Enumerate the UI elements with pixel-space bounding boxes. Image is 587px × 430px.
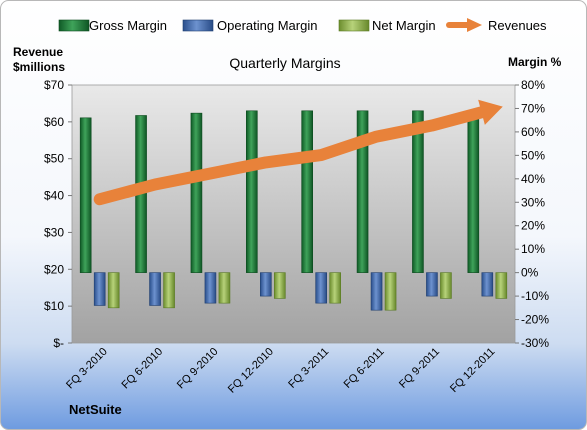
operating-margin-bar bbox=[481, 272, 494, 297]
revenue-arrowhead bbox=[478, 99, 503, 125]
right-tick-label: 20% bbox=[521, 219, 545, 233]
right-tick-label: 10% bbox=[521, 242, 545, 256]
net-margin-bar bbox=[107, 272, 120, 309]
legend-swatch-operating-margin bbox=[182, 19, 214, 32]
legend-label-revenues: Revenues bbox=[488, 18, 547, 33]
left-axis-title-line2: $millions bbox=[13, 60, 65, 74]
net-margin-bar bbox=[440, 272, 452, 299]
right-tick-label: 0% bbox=[521, 266, 539, 280]
operating-margin-bar bbox=[315, 272, 327, 304]
net-margin-bar bbox=[274, 272, 286, 299]
operating-margin-bar bbox=[370, 272, 383, 311]
left-tick-label: $60 bbox=[44, 115, 64, 129]
left-tick-label: $- bbox=[53, 336, 64, 350]
gross-margin-bar bbox=[301, 110, 313, 273]
right-tick-label: -30% bbox=[521, 336, 549, 350]
legend-swatch-gross-margin bbox=[58, 19, 90, 32]
operating-margin-bar bbox=[260, 272, 272, 297]
net-margin-bar bbox=[329, 272, 341, 304]
gross-margin-bar bbox=[356, 110, 369, 273]
left-tick-label: $30 bbox=[44, 225, 64, 239]
gross-margin-bar bbox=[190, 112, 203, 273]
left-axis-title-line1: Revenue bbox=[13, 45, 63, 59]
left-tick-label: $40 bbox=[44, 189, 64, 203]
gross-margin-bar bbox=[412, 110, 424, 273]
revenue-series bbox=[93, 99, 503, 206]
operating-margin-bar bbox=[426, 272, 438, 297]
right-axis-title: Margin % bbox=[508, 55, 562, 69]
gross-margin-bar bbox=[467, 110, 480, 273]
gross-margin-bar bbox=[79, 117, 92, 273]
operating-margin-bar bbox=[204, 272, 217, 304]
left-tick-label: $10 bbox=[44, 299, 64, 313]
net-margin-bar bbox=[495, 272, 508, 299]
legend-label-gross-margin: Gross Margin bbox=[89, 18, 167, 33]
left-tick-label: $70 bbox=[44, 78, 64, 92]
right-tick-label: 80% bbox=[521, 78, 545, 92]
right-tick-label: 70% bbox=[521, 101, 545, 115]
gross-margin-bar bbox=[246, 110, 258, 273]
left-tick-label: $20 bbox=[44, 262, 64, 276]
right-axis: -30% -20% -10% 0% 10% 20% 30% 40% 50% 60% 70% 80% bbox=[515, 78, 549, 350]
net-margin-bar bbox=[163, 272, 175, 309]
operating-margin-bar bbox=[149, 272, 161, 306]
legend-label-operating-margin: Operating Margin bbox=[217, 18, 317, 33]
legend: Gross Margin Operating Margin Net Margin… bbox=[58, 18, 547, 33]
right-tick-label: 30% bbox=[521, 195, 545, 209]
revenue-line bbox=[93, 106, 488, 206]
legend-swatch-revenues bbox=[446, 18, 482, 32]
right-tick-label: 60% bbox=[521, 125, 545, 139]
left-axis: $- $10 $20 $30 $40 $50 $60 $70 bbox=[44, 78, 72, 350]
operating-margin-bar bbox=[93, 272, 106, 306]
net-margin-bar bbox=[384, 272, 397, 311]
legend-label-net-margin: Net Margin bbox=[372, 18, 436, 33]
right-tick-label: -10% bbox=[521, 289, 549, 303]
right-tick-label: 50% bbox=[521, 148, 545, 162]
chart-title: Quarterly Margins bbox=[229, 55, 340, 71]
net-margin-bar bbox=[218, 272, 231, 304]
right-tick-label: 40% bbox=[521, 172, 545, 186]
legend-swatch-net-margin bbox=[338, 19, 370, 32]
right-tick-label: -20% bbox=[521, 313, 549, 327]
left-tick-label: $50 bbox=[44, 152, 64, 166]
company-label: NetSuite bbox=[69, 402, 122, 417]
